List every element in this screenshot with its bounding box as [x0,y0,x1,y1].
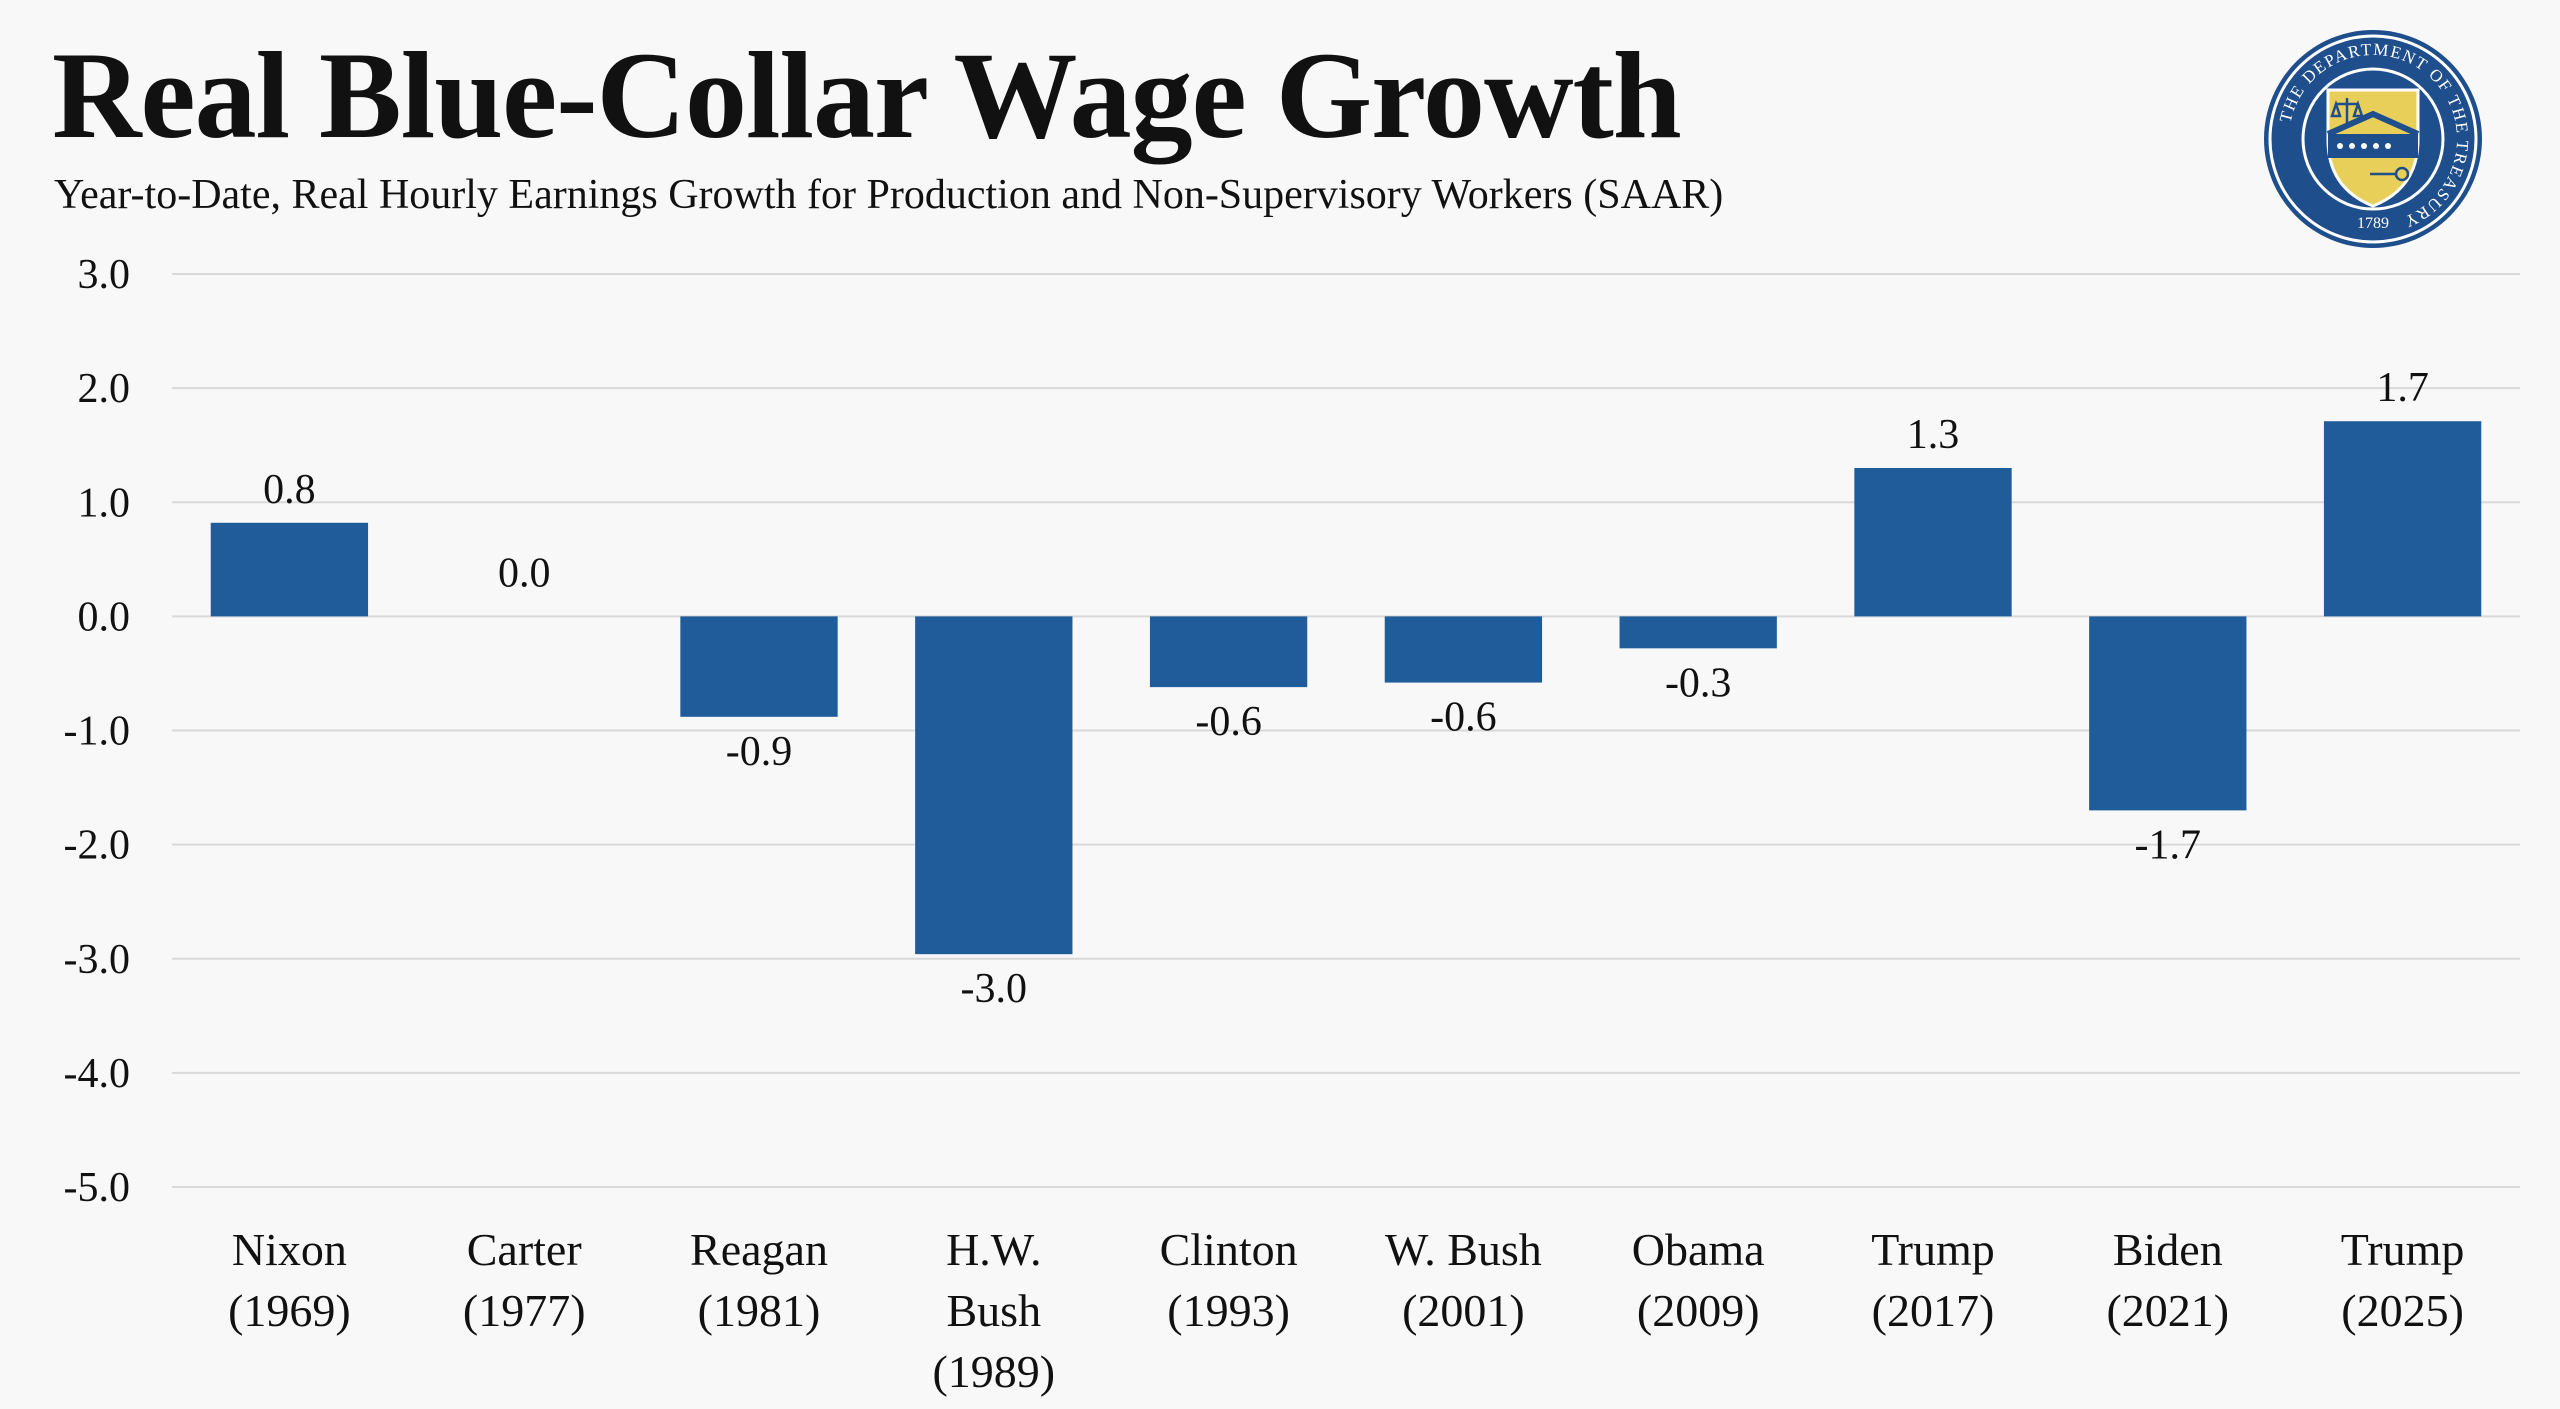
category-label: Nixon (1969) [228,1224,351,1336]
category-label-line: (1969) [228,1285,351,1336]
category-label-line: Reagan [690,1224,828,1275]
category-label: W. Bush (2001) [1385,1224,1542,1336]
y-tick-label: 2.0 [78,366,131,412]
category-label-line: (2021) [2106,1285,2229,1336]
category-label-line: Trump [2341,1224,2465,1275]
category-label-line: (1989) [932,1346,1055,1397]
category-label-line: Nixon [232,1224,347,1275]
data-label: -0.9 [726,729,793,775]
category-label-line: Clinton [1160,1224,1298,1275]
category-label-line: Obama [1632,1224,1765,1275]
bar [2323,421,2482,617]
category-label: Obama (2009) [1632,1224,1765,1336]
data-label: -0.3 [1665,660,1732,706]
y-tick-label: -2.0 [64,823,131,869]
category-label-line: (2017) [1872,1285,1995,1336]
category-label-line: Trump [1871,1224,1995,1275]
category-label-line: (2025) [2341,1285,2464,1336]
category-label-line: W. Bush [1385,1224,1542,1275]
category-label-line: Biden [2113,1224,2223,1275]
bar [1619,616,1777,649]
bar [2089,616,2247,811]
y-tick-label: 1.0 [78,480,131,526]
category-label: Reagan (1981) [690,1224,828,1336]
category-label-line: (1981) [698,1285,821,1336]
category-label: Trump (2025) [2341,1224,2465,1336]
category-label-line: (2009) [1637,1285,1760,1336]
category-label-line: Carter [467,1224,582,1275]
chart-subtitle: Year-to-Date, Real Hourly Earnings Growt… [54,172,1724,218]
chart-title: Real Blue-Collar Wage Growth [52,27,1682,164]
data-label: -3.0 [961,966,1028,1012]
y-tick-label: -5.0 [64,1165,131,1211]
y-tick-label: 3.0 [78,252,131,298]
category-label: H.W. Bush (1989) [932,1224,1055,1397]
category-label-line: H.W. [946,1224,1041,1275]
category-label-line: (1977) [463,1285,586,1336]
data-label: -0.6 [1195,699,1262,745]
data-label: -0.6 [1430,695,1497,741]
bar [680,616,838,717]
data-labels: 0.8 0.0 -0.9 -3.0 -0.6 -0.6 -0.3 1.3 -1.7 1.7 [263,365,2429,1012]
y-tick-label: -4.0 [64,1051,131,1097]
data-label: 1.3 [1907,412,1960,458]
category-label-line: (1993) [1167,1285,1290,1336]
y-tick-label: -3.0 [64,937,131,983]
y-tick-label: -1.0 [64,709,131,755]
bars [210,421,2482,955]
category-label: Trump (2017) [1871,1224,1995,1336]
category-label: Clinton (1993) [1160,1224,1298,1336]
bar [915,616,1073,955]
data-label: 0.0 [498,550,551,596]
data-label: 1.7 [2376,365,2429,411]
category-label: Biden (2021) [2106,1224,2229,1336]
treasury-seal-logo: THE DEPARTMENT OF THE TREASURY 1789 [2264,30,2482,248]
category-label: Carter (1977) [463,1224,586,1336]
bar [210,522,369,617]
category-label-line: Bush [947,1285,1042,1336]
data-label: 0.8 [263,467,316,513]
seal-year: 1789 [2357,215,2389,232]
y-axis-ticks: 3.0 2.0 1.0 0.0 -1.0 -2.0 -3.0 -4.0 -5.0 [64,252,131,1211]
bar [1149,616,1308,688]
bar [1384,616,1543,683]
category-labels: Nixon (1969) Carter (1977) Reagan (1981) H.W. B… [228,1224,2464,1397]
data-label: -1.7 [2135,822,2202,868]
bar [1854,468,2012,617]
y-tick-label: 0.0 [78,594,131,640]
category-label-line: (2001) [1402,1285,1525,1336]
